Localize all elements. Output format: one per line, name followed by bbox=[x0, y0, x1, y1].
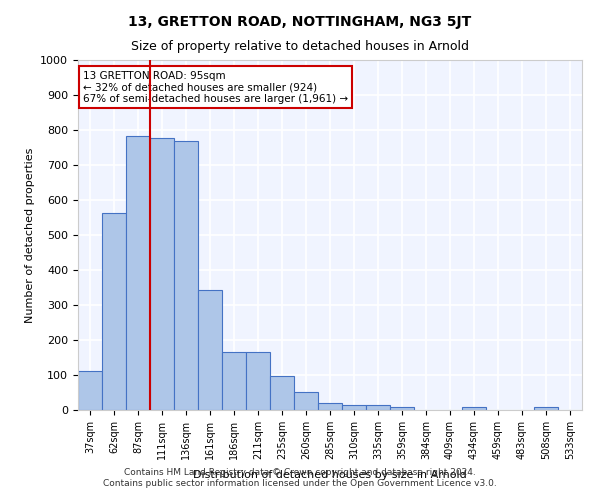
Bar bbox=[150, 138, 174, 410]
Bar bbox=[342, 405, 366, 410]
Y-axis label: Number of detached properties: Number of detached properties bbox=[25, 148, 35, 322]
Bar bbox=[462, 407, 486, 410]
Text: Size of property relative to detached houses in Arnold: Size of property relative to detached ho… bbox=[131, 40, 469, 53]
X-axis label: Distribution of detached houses by size in Arnold: Distribution of detached houses by size … bbox=[193, 470, 467, 480]
Bar bbox=[102, 214, 126, 410]
Bar bbox=[78, 371, 102, 410]
Bar bbox=[126, 136, 150, 410]
Bar bbox=[294, 392, 318, 410]
Bar bbox=[222, 352, 246, 410]
Text: Contains HM Land Registry data © Crown copyright and database right 2024.
Contai: Contains HM Land Registry data © Crown c… bbox=[103, 468, 497, 487]
Bar bbox=[246, 352, 270, 410]
Bar bbox=[270, 376, 294, 410]
Text: 13, GRETTON ROAD, NOTTINGHAM, NG3 5JT: 13, GRETTON ROAD, NOTTINGHAM, NG3 5JT bbox=[128, 15, 472, 29]
Bar bbox=[174, 140, 198, 410]
Bar bbox=[198, 290, 222, 410]
Bar bbox=[534, 407, 558, 410]
Bar bbox=[366, 405, 390, 410]
Bar bbox=[318, 403, 342, 410]
Text: 13 GRETTON ROAD: 95sqm
← 32% of detached houses are smaller (924)
67% of semi-de: 13 GRETTON ROAD: 95sqm ← 32% of detached… bbox=[83, 70, 348, 104]
Bar bbox=[390, 406, 414, 410]
